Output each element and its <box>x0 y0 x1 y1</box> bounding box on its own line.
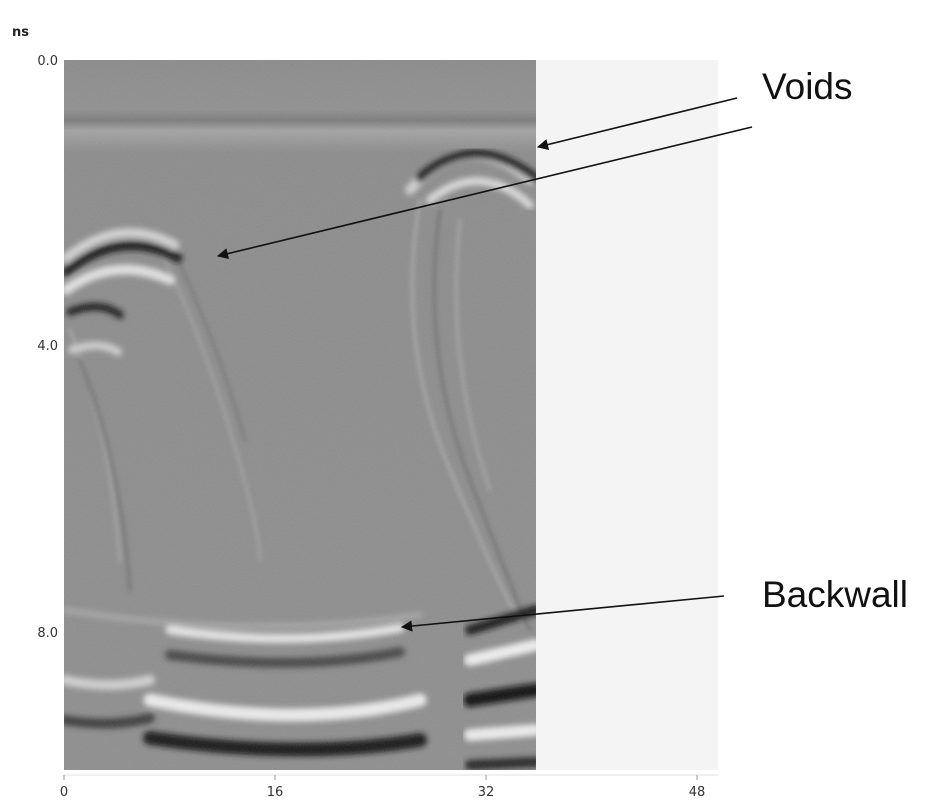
empty-region <box>536 60 718 770</box>
x-tick-label: 48 <box>689 785 706 800</box>
x-tick-label: 16 <box>267 785 284 800</box>
radargram-image <box>64 60 536 770</box>
y-axis-unit: ns <box>12 25 29 40</box>
voids-arrow-upper <box>536 97 738 151</box>
voids-label: Voids <box>762 66 853 107</box>
x-tick-label: 0 <box>60 785 68 800</box>
voids-arrow-left <box>216 126 753 260</box>
backwall-label: Backwall <box>762 574 908 615</box>
x-tick-label: 32 <box>478 785 495 800</box>
y-tick-label: 4.0 <box>37 339 58 354</box>
y-tick-label: 0.0 <box>37 54 58 69</box>
y-tick-label: 8.0 <box>37 626 58 641</box>
backwall-arrow <box>400 595 725 632</box>
